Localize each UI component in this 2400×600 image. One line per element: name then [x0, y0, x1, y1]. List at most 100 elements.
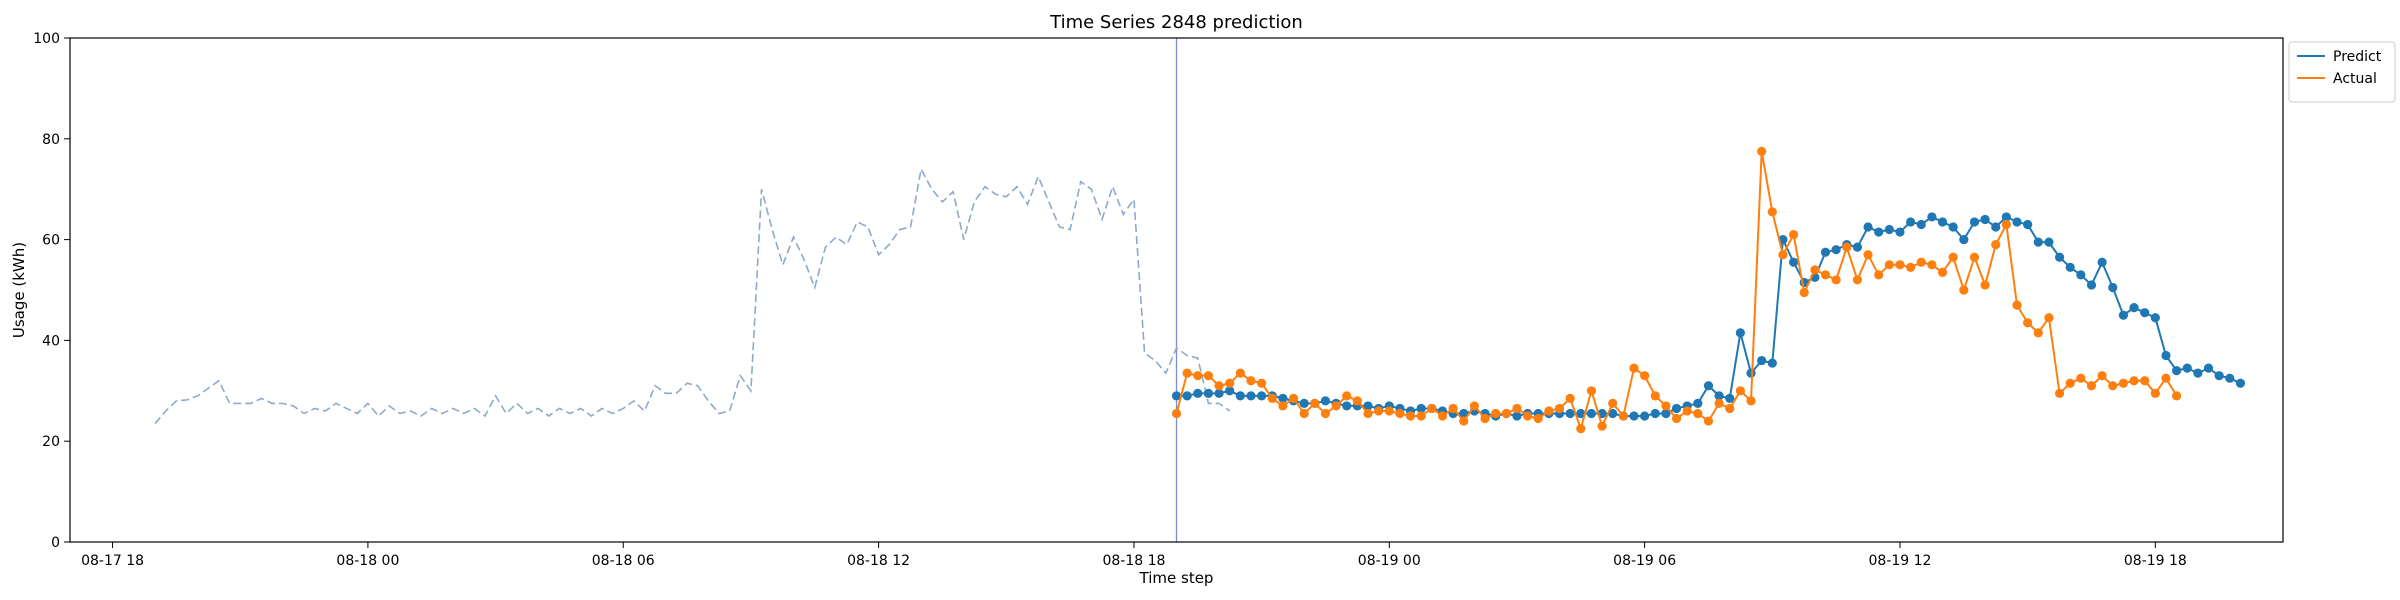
- data-point-predict: [1246, 391, 1256, 401]
- data-point-actual: [1469, 401, 1479, 411]
- data-point-predict: [1257, 391, 1267, 401]
- data-point-predict: [1214, 388, 1224, 398]
- data-point-actual: [1512, 403, 1522, 414]
- data-point-actual: [1586, 386, 1597, 396]
- data-point-actual: [1171, 408, 1182, 419]
- data-point-actual: [1214, 381, 1224, 391]
- data-point-actual: [1437, 411, 1448, 421]
- data-point-predict: [1980, 214, 1990, 225]
- data-point-predict: [1235, 391, 1245, 401]
- x-tick-label: 08-18 06: [592, 553, 655, 569]
- data-point-predict: [1693, 398, 1703, 408]
- y-tick-label: 100: [33, 31, 60, 47]
- data-point-actual: [1533, 413, 1543, 424]
- data-point-actual: [2172, 391, 2182, 401]
- data-point-predict: [1906, 217, 1916, 227]
- data-point-predict: [1714, 391, 1724, 401]
- plot-area: [154, 38, 2246, 542]
- legend-label-actual: Actual: [2333, 71, 2377, 87]
- data-point-predict: [1969, 217, 1980, 227]
- data-point-predict: [2076, 270, 2086, 280]
- data-point-predict: [1820, 247, 1831, 257]
- data-point-predict: [1788, 257, 1799, 267]
- x-tick-label: 08-18 18: [1102, 553, 1165, 569]
- data-point-actual: [1810, 265, 1820, 275]
- data-point-predict: [1863, 222, 1873, 232]
- x-tick-label: 08-19 00: [1358, 553, 1421, 569]
- data-point-predict: [2182, 363, 2192, 373]
- data-point-actual: [1288, 393, 1299, 403]
- data-point-actual: [1554, 403, 1565, 414]
- data-point-predict: [2054, 252, 2065, 262]
- data-point-actual: [1618, 411, 1628, 421]
- x-tick-label: 08-18 12: [847, 553, 910, 569]
- data-point-predict: [1512, 411, 1522, 421]
- data-point-actual: [1671, 413, 1682, 424]
- data-point-actual: [1235, 368, 1245, 378]
- data-point-predict: [1278, 393, 1288, 403]
- data-point-predict: [1959, 235, 1969, 245]
- data-point-actual: [1863, 250, 1873, 260]
- data-point-actual: [1203, 371, 1214, 381]
- data-point-predict: [2012, 217, 2022, 227]
- data-point-actual: [1427, 403, 1437, 414]
- y-tick-label: 40: [42, 333, 60, 349]
- data-point-predict: [1895, 227, 1905, 237]
- data-point-actual: [1608, 398, 1618, 408]
- data-point-actual: [1193, 371, 1203, 381]
- data-point-predict: [1225, 386, 1235, 396]
- data-point-actual: [1416, 411, 1426, 421]
- data-point-predict: [2108, 282, 2118, 293]
- data-point-actual: [1352, 396, 1362, 406]
- data-point-actual: [2044, 313, 2054, 323]
- data-point-actual: [2118, 378, 2129, 388]
- data-point-actual: [2129, 376, 2139, 386]
- data-point-predict: [2023, 219, 2033, 230]
- data-point-actual: [1831, 275, 1841, 285]
- data-point-predict: [2097, 257, 2107, 267]
- data-point-predict: [1203, 388, 1214, 398]
- data-point-actual: [1459, 416, 1469, 426]
- data-point-actual: [1331, 401, 1341, 411]
- plot-frame: [69, 37, 2284, 543]
- data-point-predict: [1927, 212, 1937, 222]
- data-point-actual: [1374, 406, 1384, 416]
- data-point-actual: [1703, 416, 1714, 426]
- data-point-actual: [1991, 240, 2001, 250]
- data-point-predict: [1459, 408, 1469, 419]
- data-point-actual: [1874, 270, 1884, 280]
- data-point-actual: [1852, 275, 1863, 285]
- legend-label-predict: Predict: [2333, 49, 2382, 65]
- data-point-actual: [1267, 393, 1277, 403]
- data-point-actual: [2086, 381, 2097, 391]
- data-point-actual: [1746, 396, 1756, 406]
- data-point-actual: [1597, 421, 1607, 431]
- data-point-actual: [1682, 406, 1692, 416]
- data-point-actual: [1363, 408, 1373, 419]
- data-point-predict: [1342, 401, 1352, 411]
- data-point-predict: [2214, 371, 2224, 381]
- data-point-actual: [1735, 386, 1745, 396]
- x-axis-title: Time step: [1139, 569, 1214, 587]
- data-point-predict: [1320, 396, 1331, 406]
- data-point-actual: [1969, 252, 1980, 262]
- data-point-predict: [1576, 408, 1586, 419]
- data-point-predict: [1640, 411, 1650, 421]
- data-point-predict: [1948, 222, 1958, 232]
- x-tick-label: 08-19 18: [2124, 553, 2187, 569]
- data-point-predict: [2150, 313, 2160, 323]
- data-point-predict: [2129, 303, 2139, 313]
- data-point-predict: [1874, 227, 1884, 237]
- data-point-actual: [1310, 398, 1320, 408]
- data-point-predict: [1735, 328, 1745, 338]
- data-point-predict: [1703, 381, 1714, 391]
- data-point-actual: [2076, 373, 2086, 383]
- data-point-actual: [1778, 250, 1788, 260]
- data-point-actual: [2065, 378, 2075, 388]
- data-point-actual: [1480, 413, 1490, 424]
- data-point-actual: [1384, 406, 1394, 416]
- chart-title: Time Series 2848 prediction: [1049, 12, 1303, 33]
- data-point-actual: [1842, 242, 1852, 252]
